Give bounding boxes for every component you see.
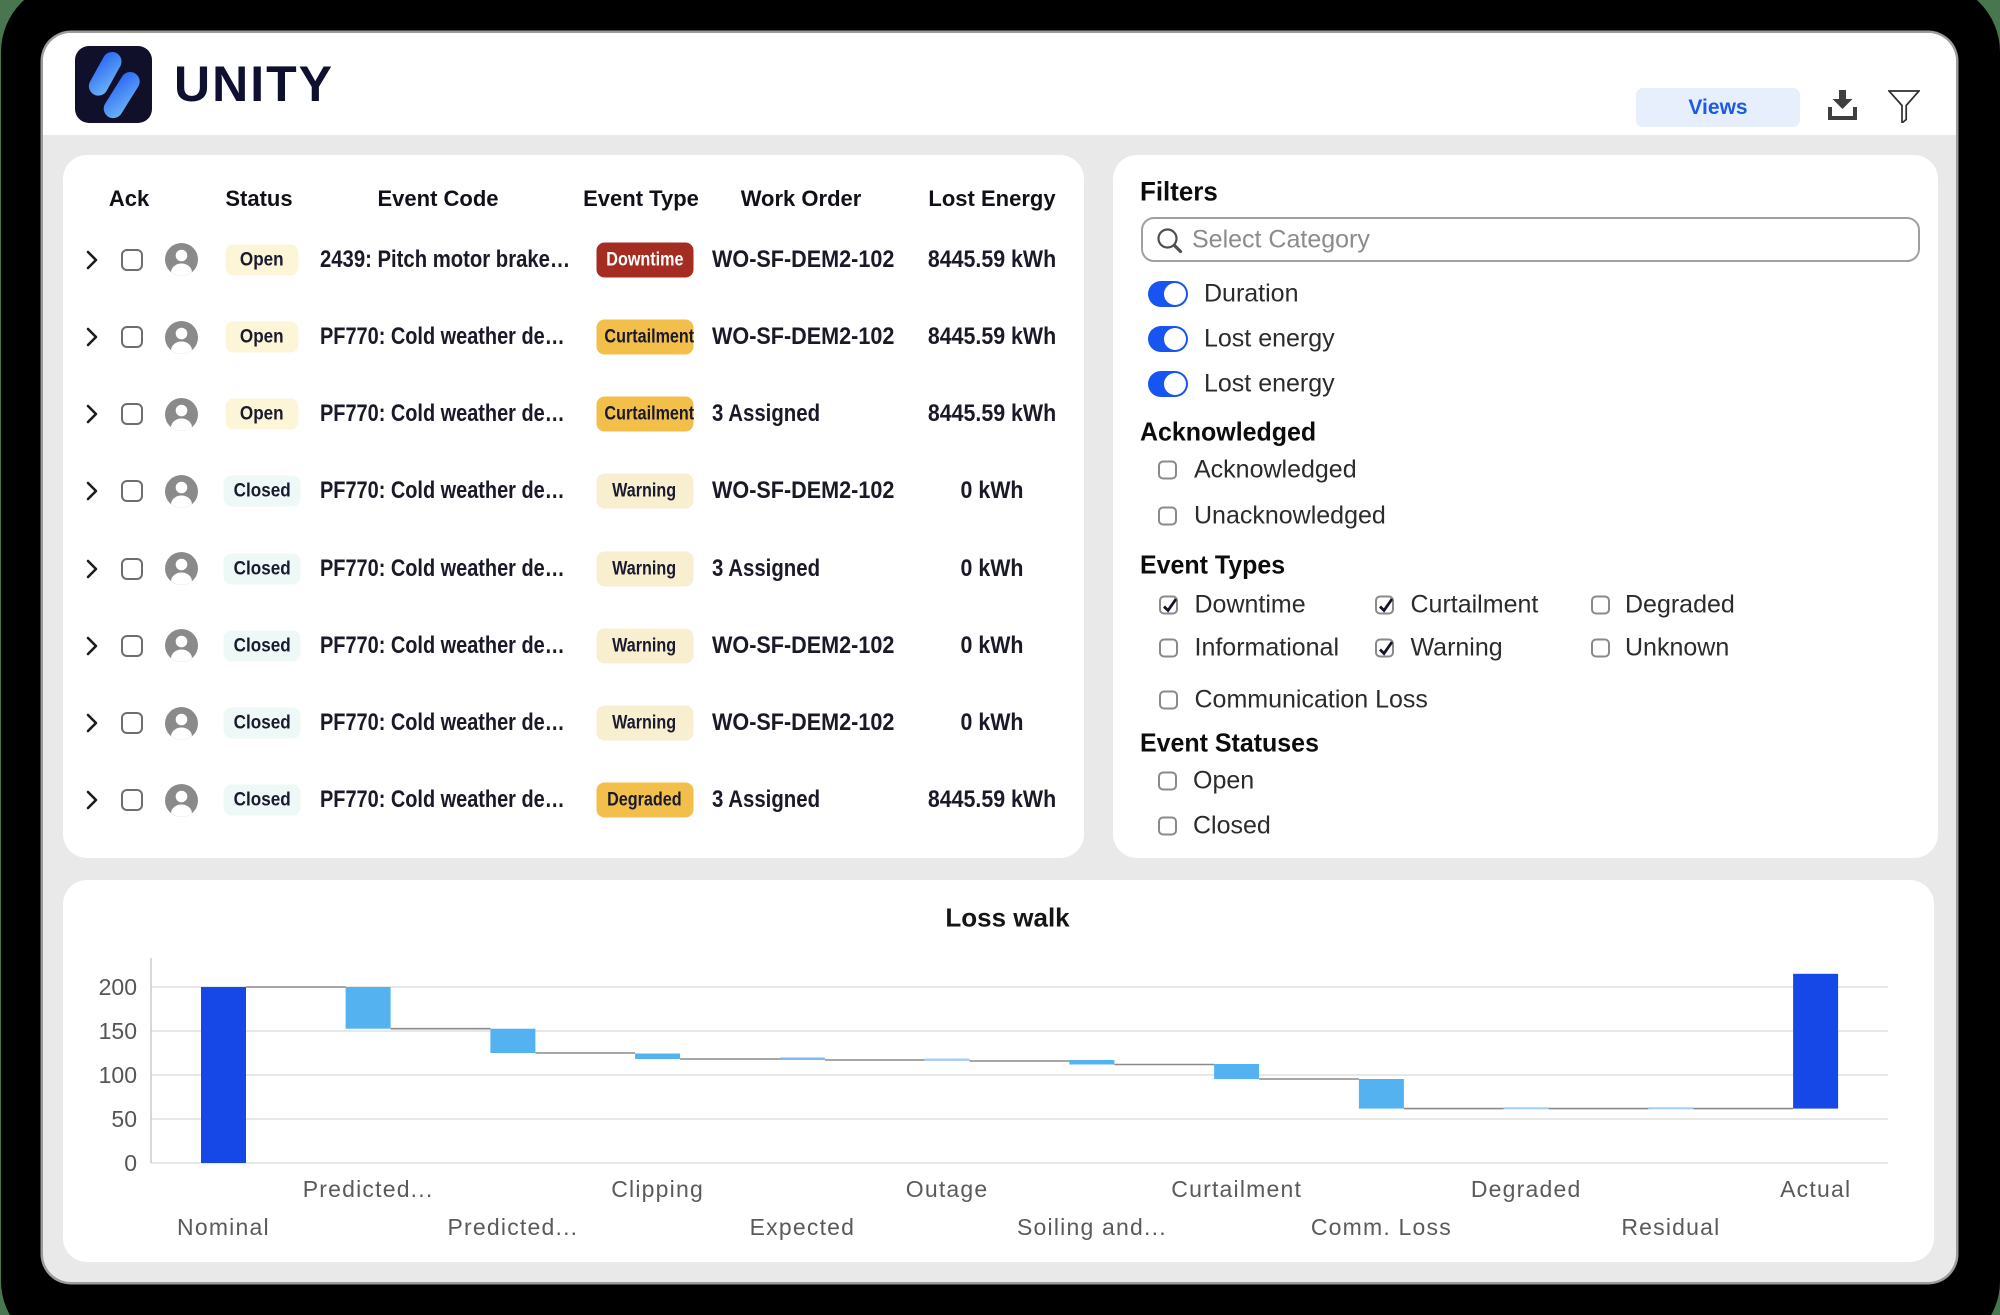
svg-text:150: 150 bbox=[99, 1018, 137, 1044]
svg-text:Clipping: Clipping bbox=[611, 1176, 704, 1202]
svg-text:Curtailment: Curtailment bbox=[1171, 1176, 1302, 1202]
svg-text:Comm. Loss: Comm. Loss bbox=[1311, 1214, 1452, 1240]
svg-text:Actual: Actual bbox=[1780, 1176, 1851, 1202]
svg-text:50: 50 bbox=[111, 1106, 137, 1132]
svg-text:Predicted...: Predicted... bbox=[448, 1214, 579, 1240]
svg-text:Residual: Residual bbox=[1621, 1214, 1720, 1240]
svg-text:0: 0 bbox=[124, 1150, 137, 1176]
svg-text:100: 100 bbox=[99, 1062, 137, 1088]
svg-text:Expected: Expected bbox=[750, 1214, 856, 1240]
svg-text:Nominal: Nominal bbox=[177, 1214, 270, 1240]
svg-text:200: 200 bbox=[99, 974, 137, 1000]
svg-text:Predicted...: Predicted... bbox=[303, 1176, 434, 1202]
svg-text:Soiling and...: Soiling and... bbox=[1017, 1214, 1167, 1240]
svg-text:Outage: Outage bbox=[906, 1176, 989, 1202]
svg-text:Degraded: Degraded bbox=[1471, 1176, 1582, 1202]
